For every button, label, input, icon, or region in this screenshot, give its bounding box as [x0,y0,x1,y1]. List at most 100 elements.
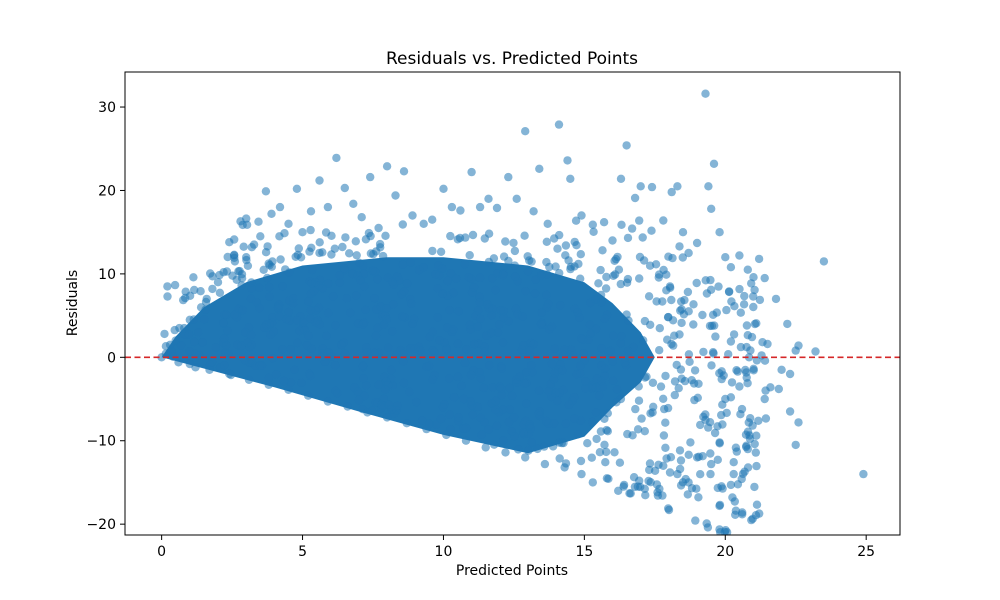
scatter-point [587,453,596,462]
scatter-point [170,325,179,335]
scatter-point [670,390,679,400]
scatter-point [477,430,486,439]
scatter-point [304,331,313,340]
scatter-point [639,336,648,345]
scatter-point [598,246,607,255]
scatter-point [647,182,657,192]
scatter-point [340,264,349,273]
scatter-point [749,292,758,301]
scatter-point [678,228,688,237]
scatter-point [225,238,234,247]
scatter-point [591,295,600,304]
scatter-point [553,396,562,406]
scatter-point [634,396,644,405]
scatter-point [402,279,412,288]
scatter-point [358,362,368,372]
scatter-point [533,444,542,454]
scatter-point [406,344,415,353]
scatter-point [428,375,437,384]
scatter-point [480,234,489,243]
scatter-point [754,416,763,425]
scatter-point [453,339,463,349]
scatter-point [196,287,205,296]
scatter-point [811,347,820,356]
scatter-point [777,365,786,374]
scatter-point [480,418,489,427]
scatter-point [494,408,503,417]
scatter-point [428,215,437,224]
scatter-point [461,436,471,445]
scatter-point [591,383,601,392]
scatter-point [337,340,346,350]
scatter-point [577,334,586,343]
scatter-point [467,167,476,177]
scatter-point [428,246,437,256]
scatter-point [245,342,254,352]
scatter-point [581,384,590,393]
scatter-point [726,480,736,490]
scatter-point [576,274,585,283]
scatter-point [542,290,551,300]
scatter-point [323,397,333,406]
scatter-point [631,404,640,414]
scatter-point [163,282,172,291]
scatter-point [663,335,672,344]
scatter-point [751,448,760,457]
scatter-point [490,440,499,449]
scatter-point [422,424,431,434]
scatter-point [247,284,256,293]
scatter-point [428,346,438,355]
scatter-point [332,153,341,163]
scatter-point [398,312,407,321]
scatter-point [639,256,649,265]
scatter-point [540,442,549,451]
scatter-point [315,176,324,185]
scatter-point [389,300,398,309]
scatter-point [304,391,313,400]
scatter-point [794,418,803,427]
scatter-point [425,332,435,342]
scatter-point [560,463,569,472]
scatter-point [648,378,658,387]
scatter-point [435,271,444,280]
scatter-point [225,369,234,379]
scatter-point [675,242,684,251]
scatter-point [623,346,633,356]
scatter-point [720,527,729,535]
scatter-point [659,431,669,440]
scatter-point [219,338,228,347]
scatter-point [382,413,392,422]
scatter-point [286,345,295,354]
scatter-point [468,230,478,240]
scatter-point [712,308,721,317]
scatter-point [684,478,693,487]
scatter-point [412,397,421,407]
scatter-point [619,480,629,490]
scatter-point [715,501,724,511]
scatter-point [236,217,245,226]
scatter-point [460,358,470,367]
scatter-point [436,247,446,256]
scatter-point [275,232,284,241]
scatter-point [180,323,189,333]
scatter-point [447,202,457,212]
scatter-point [388,277,397,287]
scatter-point [589,227,598,236]
scatter-point [314,303,324,312]
scatter-point [366,172,375,182]
scatter-point [487,399,496,408]
scatter-point [706,449,715,458]
scatter-point [602,272,611,282]
scatter-point [609,271,618,280]
scatter-point [306,225,315,235]
scatter-point [522,368,531,377]
scatter-point [263,273,272,283]
scatter-point [699,347,708,357]
scatter-point [606,346,615,355]
scatter-point [255,283,264,292]
scatter-point [622,141,631,150]
scatter-point [307,344,316,353]
scatter-point [291,252,300,261]
scatter-point [230,250,239,259]
scatter-point [794,341,803,350]
